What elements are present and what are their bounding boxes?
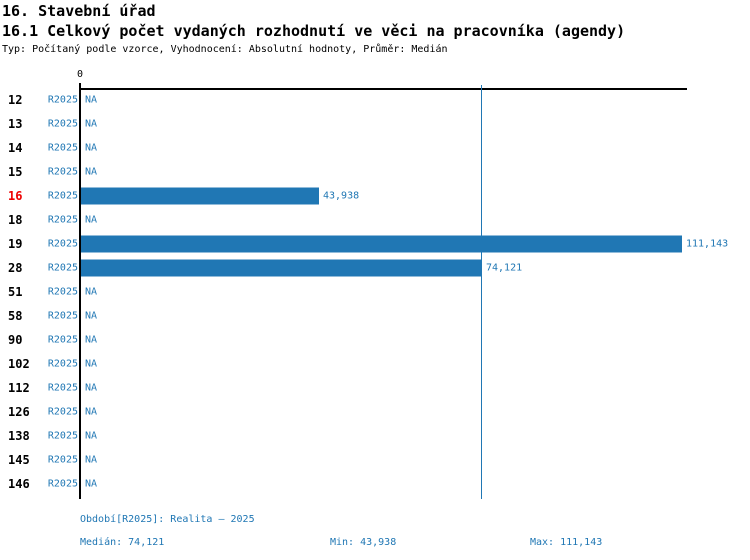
chart-row: 102 R2025 NA xyxy=(0,352,750,376)
row-period-label: R2025 xyxy=(47,430,78,442)
row-period-label: R2025 xyxy=(47,262,78,274)
row-id-label-highlighted: 16 xyxy=(8,189,23,203)
row-id-label: 90 xyxy=(8,333,23,347)
chart-row: 13 R2025 NA xyxy=(0,112,750,136)
chart-title: 16.1 Celkový počet vydaných rozhodnutí v… xyxy=(2,22,626,40)
row-id-label: 51 xyxy=(8,285,23,299)
row-na-label: NA xyxy=(85,430,98,442)
row-id-label: 138 xyxy=(8,429,30,443)
row-id-label: 19 xyxy=(8,237,23,251)
row-period-label: R2025 xyxy=(47,214,78,226)
median-reference-line xyxy=(481,85,482,499)
value-bar xyxy=(81,235,682,253)
row-period-label: R2025 xyxy=(47,454,78,466)
row-id-label: 112 xyxy=(8,381,30,395)
chart-row: 90 R2025 NA xyxy=(0,328,750,352)
footer-period-line: Období[R2025]: Realita – 2025 xyxy=(80,514,255,525)
row-period-label: R2025 xyxy=(47,478,78,490)
chart-row: 18 R2025 NA xyxy=(0,208,750,232)
row-id-label: 146 xyxy=(8,477,30,491)
chart-row: 28 R2025 74,121 xyxy=(0,256,750,280)
chart-row: 58 R2025 NA xyxy=(0,304,750,328)
row-id-label: 28 xyxy=(8,261,23,275)
chart-row: 19 R2025 111,143 xyxy=(0,232,750,256)
row-period-label: R2025 xyxy=(47,310,78,322)
row-period-label: R2025 xyxy=(47,238,78,250)
row-period-label: R2025 xyxy=(47,382,78,394)
x-axis-line xyxy=(80,88,687,90)
row-na-label: NA xyxy=(85,382,98,394)
row-na-label: NA xyxy=(85,214,98,226)
chart-row: 146 R2025 NA xyxy=(0,472,750,496)
chart-row: 112 R2025 NA xyxy=(0,376,750,400)
row-id-label: 18 xyxy=(8,213,23,227)
chart-row: 138 R2025 NA xyxy=(0,424,750,448)
row-id-label: 13 xyxy=(8,117,23,131)
row-value-label: 43,938 xyxy=(323,190,360,202)
row-id-label: 58 xyxy=(8,309,23,323)
chart-row: 126 R2025 NA xyxy=(0,400,750,424)
chart-row: 16 R2025 43,938 xyxy=(0,184,750,208)
y-axis-line xyxy=(79,83,81,499)
row-period-label: R2025 xyxy=(47,166,78,178)
row-na-label: NA xyxy=(85,94,98,106)
x-axis-zero-tick-label: 0 xyxy=(76,69,84,80)
chart-row: 145 R2025 NA xyxy=(0,448,750,472)
row-na-label: NA xyxy=(85,310,98,322)
row-na-label: NA xyxy=(85,406,98,418)
row-id-label: 145 xyxy=(8,453,30,467)
row-id-label: 126 xyxy=(8,405,30,419)
value-bar xyxy=(81,259,482,277)
row-na-label: NA xyxy=(85,166,98,178)
row-period-label: R2025 xyxy=(47,118,78,130)
row-na-label: NA xyxy=(85,454,98,466)
row-na-label: NA xyxy=(85,118,98,130)
row-period-label: R2025 xyxy=(47,334,78,346)
chart-row: 51 R2025 NA xyxy=(0,280,750,304)
row-period-label: R2025 xyxy=(47,406,78,418)
row-value-label: 74,121 xyxy=(486,262,523,274)
row-na-label: NA xyxy=(85,142,98,154)
chart-row: 14 R2025 NA xyxy=(0,136,750,160)
footer-min-stat: Min: 43,938 xyxy=(330,537,397,548)
row-period-label: R2025 xyxy=(47,358,78,370)
chart-row: 12 R2025 NA xyxy=(0,88,750,112)
row-na-label: NA xyxy=(85,358,98,370)
value-bar xyxy=(81,187,319,205)
row-na-label: NA xyxy=(85,478,98,490)
row-period-label: R2025 xyxy=(47,190,78,202)
chart-row: 15 R2025 NA xyxy=(0,160,750,184)
row-id-label: 14 xyxy=(8,141,23,155)
section-title: 16. Stavební úřad xyxy=(2,2,156,20)
footer-max-stat: Max: 111,143 xyxy=(530,537,603,548)
row-period-label: R2025 xyxy=(47,286,78,298)
row-id-label: 102 xyxy=(8,357,30,371)
row-id-label: 15 xyxy=(8,165,23,179)
row-na-label: NA xyxy=(85,334,98,346)
row-na-label: NA xyxy=(85,286,98,298)
chart-meta-line: Typ: Počítaný podle vzorce, Vyhodnocení:… xyxy=(2,44,448,55)
row-id-label: 12 xyxy=(8,93,23,107)
row-period-label: R2025 xyxy=(47,94,78,106)
footer-median-stat: Medián: 74,121 xyxy=(80,537,165,548)
row-period-label: R2025 xyxy=(47,142,78,154)
row-value-label: 111,143 xyxy=(686,238,729,250)
